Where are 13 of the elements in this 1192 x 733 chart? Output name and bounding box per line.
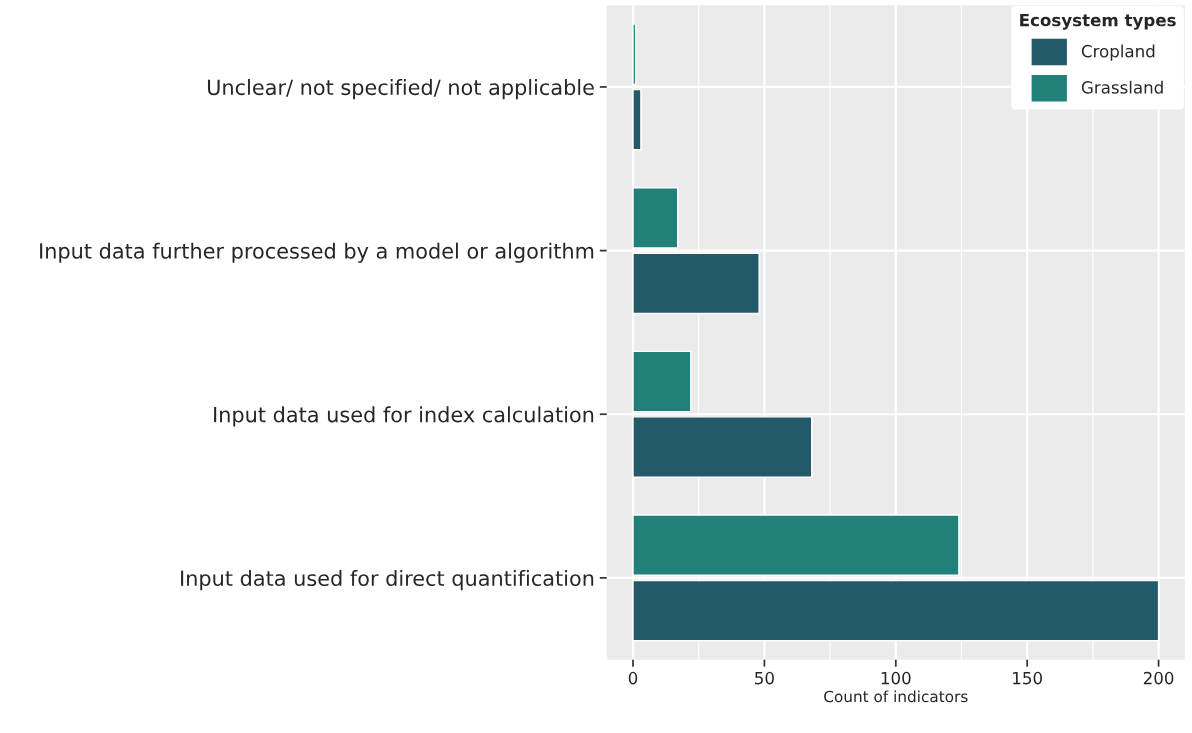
x-axis-title: Count of indicators xyxy=(824,690,968,703)
y-tick-label: Input data used for index calculation xyxy=(214,406,594,427)
x-tick-label: 150 xyxy=(1013,671,1042,685)
legend-label: Grassland xyxy=(1081,80,1163,94)
x-tick-label: 200 xyxy=(1143,671,1174,685)
legend-title: Ecosystem types xyxy=(1020,13,1176,30)
x-tick-label: 100 xyxy=(881,671,911,685)
y-tick-label: Input data further processed by a model or algorithm xyxy=(40,242,594,263)
legend-label: Cropland xyxy=(1081,44,1155,61)
y-tick-label: Unclear/ not specified/ not applicable xyxy=(207,79,594,100)
x-tick-label: 0 xyxy=(628,671,638,685)
x-tick-label: 50 xyxy=(755,671,774,685)
y-tick-label: Input data used for direct quantification xyxy=(181,569,594,591)
